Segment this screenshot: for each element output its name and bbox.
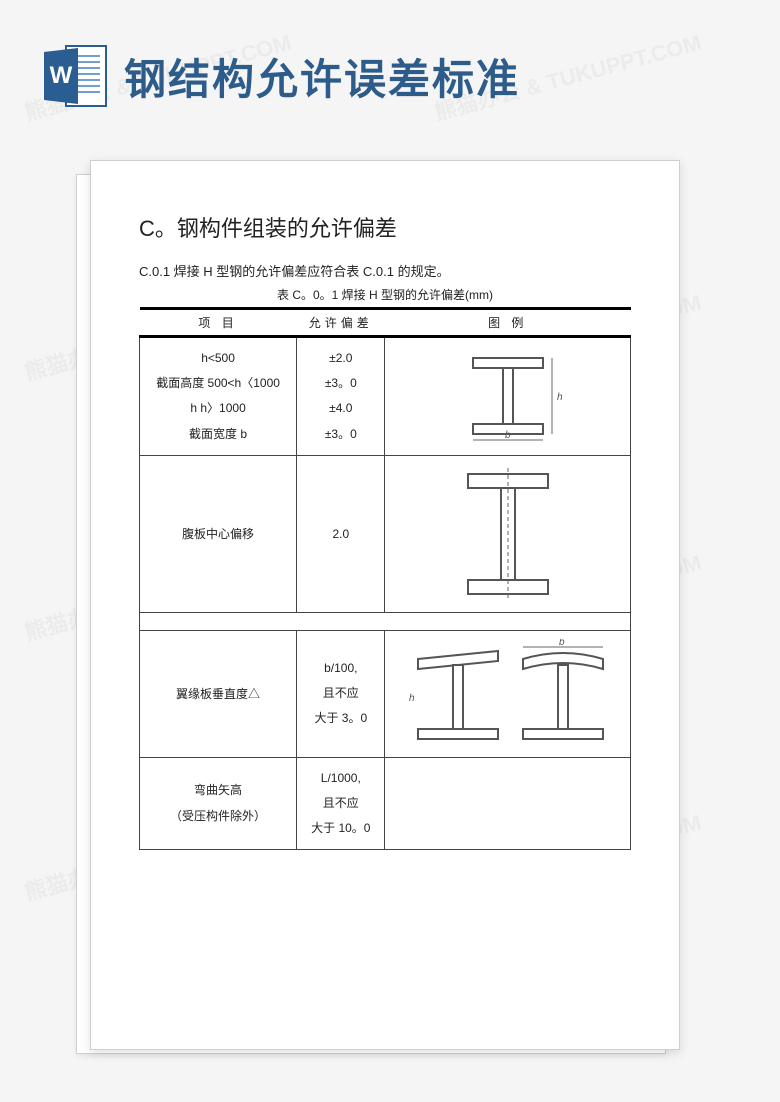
tol-line: 大于 3。0 [303, 706, 378, 731]
table-row: h<500 截面高度 500<h〈1000 h h〉1000 截面宽度 b ±2… [140, 337, 631, 456]
tol-line: 大于 10。0 [303, 816, 378, 841]
cell-figure [385, 455, 631, 612]
tol-line: b/100, [303, 656, 378, 681]
cell-tolerance: L/1000, 且不应 大于 10。0 [297, 757, 385, 850]
svg-text:b: b [505, 430, 511, 441]
item-line: 弯曲矢高 [146, 778, 290, 803]
col-header-tolerance: 允许偏差 [297, 309, 385, 337]
item-line: 截面宽度 b [146, 422, 290, 447]
svg-text:h: h [557, 392, 563, 403]
tol-line: ±3。0 [303, 371, 378, 396]
cell-figure [385, 757, 631, 850]
cell-item: h<500 截面高度 500<h〈1000 h h〉1000 截面宽度 b [140, 337, 297, 456]
tolerance-table: 项 目 允许偏差 图 例 h<500 截面高度 500<h〈1000 h h〉1… [139, 307, 631, 850]
table-title: 表 C。0。1 焊接 H 型钢的允许偏差(mm) [139, 286, 631, 303]
cell-item: 腹板中心偏移 [140, 455, 297, 612]
tol-line: L/1000, [303, 766, 378, 791]
cell-figure: h b [385, 630, 631, 757]
table-header-row: 项 目 允许偏差 图 例 [140, 309, 631, 337]
svg-text:h: h [409, 693, 415, 704]
item-line: h<500 [146, 346, 290, 371]
tol-line: ±2.0 [303, 346, 378, 371]
page-front: C。钢构件组装的允许偏差 C.0.1 焊接 H 型钢的允许偏差应符合表 C.0.… [90, 160, 680, 1050]
word-file-icon: W [40, 40, 112, 112]
cell-tolerance: b/100, 且不应 大于 3。0 [297, 630, 385, 757]
svg-text:W: W [50, 62, 73, 89]
cell-tolerance: 2.0 [297, 455, 385, 612]
section-subheading: C.0.1 焊接 H 型钢的允许偏差应符合表 C.0.1 的规定。 [139, 261, 631, 280]
item-line: 腹板中心偏移 [146, 525, 290, 542]
tol-line: 2.0 [303, 527, 378, 541]
page-title: 钢结构允许误差标准 [124, 46, 520, 107]
tol-line: ±4.0 [303, 396, 378, 421]
tol-line: ±3。0 [303, 422, 378, 447]
section-title: C。钢构件组装的允许偏差 [139, 211, 631, 243]
item-line: 翼缘板垂直度△ [146, 685, 290, 702]
hbeam-top-diagram-icon [391, 464, 624, 604]
tol-line: 且不应 [303, 791, 378, 816]
col-header-figure: 图 例 [385, 309, 631, 337]
flange-perpendicularity-diagram-icon: h b [391, 639, 624, 749]
cell-item: 翼缘板垂直度△ [140, 630, 297, 757]
cell-item: 弯曲矢高 （受压构件除外） [140, 757, 297, 850]
item-line: （受压构件除外） [146, 804, 290, 829]
cell-tolerance: ±2.0 ±3。0 ±4.0 ±3。0 [297, 337, 385, 456]
item-line: h h〉1000 [146, 396, 290, 421]
header-bar: W 钢结构允许误差标准 [40, 40, 760, 112]
cell-figure: h b [385, 337, 631, 456]
table-row: 腹板中心偏移 2.0 [140, 455, 631, 612]
hbeam-side-diagram-icon: h b [391, 346, 624, 446]
table-gap [140, 612, 631, 630]
table-row: 弯曲矢高 （受压构件除外） L/1000, 且不应 大于 10。0 [140, 757, 631, 850]
tol-line: 且不应 [303, 681, 378, 706]
svg-text:b: b [559, 639, 565, 648]
table-row: 翼缘板垂直度△ b/100, 且不应 大于 3。0 [140, 630, 631, 757]
item-line: 截面高度 500<h〈1000 [146, 371, 290, 396]
document-preview: C。钢构件组装的允许偏差 C.0.1 焊接 H 型钢的允许偏差应符合表 C.0.… [90, 160, 680, 1060]
col-header-item: 项 目 [140, 309, 297, 337]
